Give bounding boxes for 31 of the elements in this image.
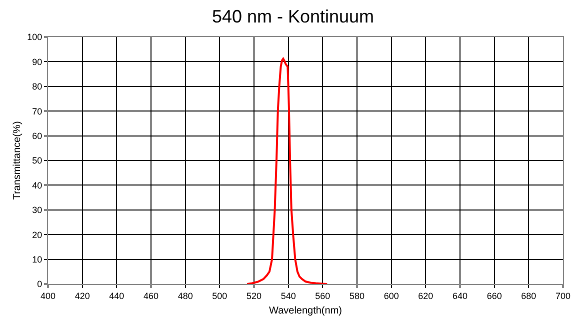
x-tick-label: 700 <box>555 290 571 301</box>
x-tick-label: 400 <box>40 290 56 301</box>
y-tick-label: 100 <box>27 32 42 42</box>
y-tick-label: 50 <box>32 156 42 166</box>
x-tick-label: 640 <box>452 290 468 301</box>
x-tick-label: 620 <box>418 290 434 301</box>
chart-title: 540 nm - Kontinuum <box>212 6 374 26</box>
y-tick-label: 0 <box>37 279 42 290</box>
y-tick-label: 70 <box>32 106 42 116</box>
y-tick-label: 20 <box>32 230 42 240</box>
line-series <box>246 58 328 284</box>
y-tick-label: 80 <box>32 82 42 92</box>
x-axis-title: Wavelength(nm) <box>269 305 342 316</box>
x-tick-label: 660 <box>486 290 502 301</box>
y-tick-label: 90 <box>32 56 42 67</box>
y-tick-label: 10 <box>32 254 42 264</box>
x-tick-label: 540 <box>280 290 296 301</box>
x-tick-label: 560 <box>315 290 330 301</box>
x-tick-label: 600 <box>384 290 399 301</box>
x-tick-label: 420 <box>74 290 90 301</box>
x-tick-label: 580 <box>349 290 365 301</box>
x-tick-label: 440 <box>109 290 124 301</box>
x-tick-label: 680 <box>521 290 536 301</box>
y-tick-label: 60 <box>32 130 42 141</box>
y-tick-label: 30 <box>32 205 42 216</box>
x-tick-label: 500 <box>212 290 228 301</box>
x-tick-label: 480 <box>178 290 193 301</box>
y-axis-title: Transmittance(%) <box>12 121 24 200</box>
y-tick-label: 40 <box>32 180 42 190</box>
x-tick-label: 460 <box>143 290 159 301</box>
x-tick-label: 520 <box>246 290 262 301</box>
